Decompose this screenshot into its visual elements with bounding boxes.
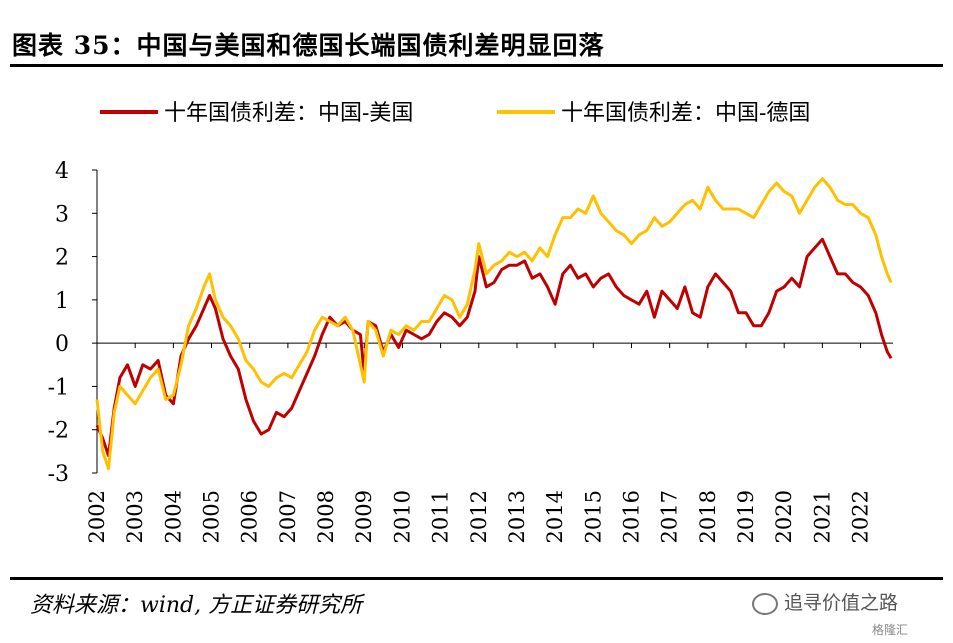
watermark: 追寻价值之路 xyxy=(752,588,898,615)
chart-series-layer xyxy=(95,177,893,471)
legend-label: 十年国债利差：中国-德国 xyxy=(561,101,810,126)
x-tick-label: 2009 xyxy=(352,490,376,543)
x-tick-label: 2022 xyxy=(849,490,873,543)
x-tick-label: 2013 xyxy=(505,490,529,543)
x-tick-label: 2010 xyxy=(390,490,414,543)
x-tick-label: 2017 xyxy=(658,490,682,543)
y-tick-label: 0 xyxy=(55,332,69,357)
x-tick-label: 2020 xyxy=(772,490,796,543)
wechat-icon xyxy=(752,592,778,615)
series-line-cn-de xyxy=(95,177,893,471)
y-tick-label: -3 xyxy=(48,462,69,487)
x-tick-label: 2019 xyxy=(734,490,758,543)
chart-axes: -3 -2 -1 0 1 2 3 4 2002 2003 2004 2005 2006 2007 2008 2… xyxy=(48,159,893,543)
x-tick-label: 2014 xyxy=(543,490,567,543)
watermark-text: 追寻价值之路 xyxy=(784,592,899,614)
x-tick-label: 2011 xyxy=(429,490,453,543)
x-tick-label: 2018 xyxy=(696,490,720,543)
y-tick-label: -1 xyxy=(48,375,69,400)
series-line-cn-us xyxy=(95,237,893,458)
legend-label: 十年国债利差：中国-美国 xyxy=(164,101,413,126)
x-tick-label: 2003 xyxy=(123,490,147,543)
watermark-sub: 格隆汇 xyxy=(872,623,909,637)
x-tick-label: 2008 xyxy=(314,490,338,543)
x-tick-label: 2007 xyxy=(276,490,300,543)
x-tick-label: 2015 xyxy=(581,490,605,543)
y-tick-label: 1 xyxy=(55,289,69,314)
x-tick-label: 2005 xyxy=(200,490,224,543)
x-tick-label: 2004 xyxy=(161,490,185,543)
title-divider xyxy=(10,64,943,67)
source-divider xyxy=(10,577,943,580)
x-tick-label: 2012 xyxy=(467,490,491,543)
y-tick-label: 3 xyxy=(55,202,69,227)
x-tick-label: 2006 xyxy=(238,490,262,543)
y-tick-label: -2 xyxy=(48,419,69,444)
source-note: 资料来源：wind, 方正证券研究所 xyxy=(30,593,363,618)
y-tick-label: 4 xyxy=(55,159,69,184)
chart-title: 图表 35：中国与美国和德国长端国债利差明显回落 xyxy=(12,31,605,60)
x-tick-label: 2016 xyxy=(619,490,643,543)
chart-legend: 十年国债利差：中国-美国 十年国债利差：中国-德国 xyxy=(100,101,810,126)
x-tick-label: 2021 xyxy=(810,490,834,543)
line-chart: 十年国债利差：中国-美国 十年国债利差：中国-德国 -3 -2 -1 0 1 2 3 4 2002… xyxy=(48,101,893,543)
x-tick-label: 2002 xyxy=(85,490,109,543)
y-tick-label: 2 xyxy=(55,246,69,271)
